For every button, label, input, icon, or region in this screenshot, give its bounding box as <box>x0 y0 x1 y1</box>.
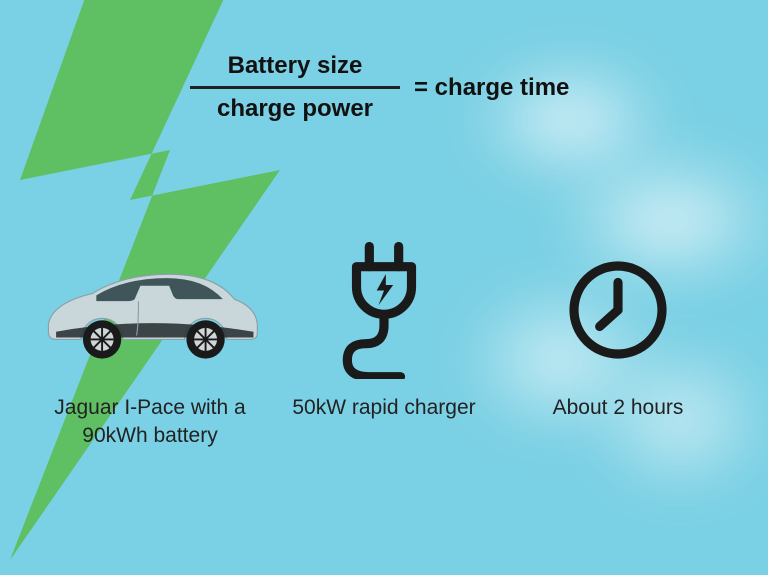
item-caption: Jaguar I-Pace with a 90kWh battery <box>40 394 260 451</box>
plug-icon <box>329 240 439 380</box>
item-caption: 50kW rapid charger <box>292 394 475 422</box>
formula-result: = charge time <box>414 74 569 102</box>
item-charger: 50kW rapid charger <box>274 240 494 451</box>
charge-time-formula: Battery size charge power = charge time <box>190 50 569 126</box>
clock-icon <box>563 240 673 380</box>
formula-denominator: charge power <box>217 93 373 125</box>
infographic-canvas: Battery size charge power = charge time <box>0 0 768 575</box>
item-caption: About 2 hours <box>553 394 684 422</box>
formula-fraction: Battery size charge power <box>190 50 400 126</box>
formula-divider <box>190 86 400 89</box>
items-row: Jaguar I-Pace with a 90kWh battery <box>40 240 728 451</box>
car-icon <box>35 240 265 380</box>
formula-numerator: Battery size <box>228 50 363 82</box>
item-time: About 2 hours <box>508 240 728 451</box>
item-car: Jaguar I-Pace with a 90kWh battery <box>40 240 260 451</box>
